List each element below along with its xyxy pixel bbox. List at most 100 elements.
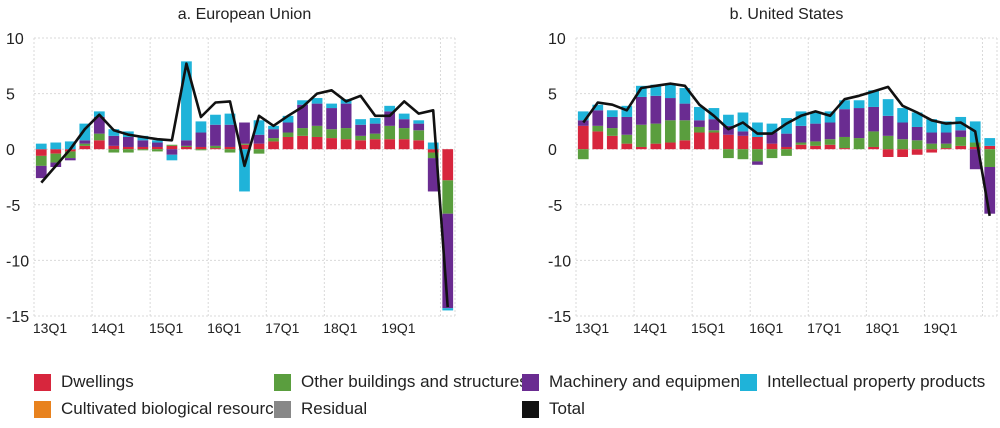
bar-segment: [882, 135, 894, 150]
bar-segment: [955, 136, 967, 146]
y-tick-label: -10: [548, 253, 571, 270]
bar-segment: [940, 121, 952, 133]
x-tick-label: 14Q1: [633, 320, 667, 336]
bar-segment: [79, 145, 91, 150]
y-tick-label: 5: [6, 87, 15, 104]
x-tick-label: 19Q1: [381, 320, 415, 336]
bar-segment: [795, 125, 807, 143]
bar-segment: [282, 136, 294, 150]
bar-segment: [577, 120, 589, 126]
bar-segment: [152, 149, 163, 152]
bar-segment: [166, 154, 178, 161]
y-tick-label: -10: [6, 253, 29, 270]
bar-segment: [606, 116, 618, 129]
bar-segment: [239, 144, 250, 150]
bar-segment: [35, 149, 47, 156]
bar-segment: [181, 140, 192, 146]
bar-segment: [93, 116, 105, 134]
bar-segment: [427, 152, 439, 159]
bar-segment: [79, 143, 91, 146]
y-tick-label: -15: [6, 309, 29, 326]
bar-segment: [137, 146, 149, 150]
bar-segment: [311, 98, 323, 104]
bar-segment: [108, 149, 120, 153]
bar-segment: [810, 123, 821, 142]
bar-segment: [108, 145, 120, 150]
bar-segment: [606, 128, 618, 136]
bar-segment: [282, 115, 294, 123]
legend-swatch-other-buildings: [274, 373, 291, 391]
bar-segment: [752, 161, 763, 165]
bar-segment: [297, 135, 308, 150]
x-tick-label: 18Q1: [865, 320, 899, 336]
x-tick-label: 18Q1: [323, 320, 357, 336]
bar-segment: [650, 143, 662, 150]
bar-segment: [824, 144, 836, 150]
bar-segment: [621, 143, 633, 150]
bar-segment: [940, 143, 952, 149]
bar-segment: [355, 140, 367, 150]
bar-segment: [868, 106, 879, 132]
legend-label-other-buildings: Other buildings and structures: [301, 372, 528, 391]
bar-segment: [297, 100, 308, 105]
bar-segment: [926, 132, 938, 144]
legend-swatch-dwellings: [34, 373, 51, 391]
bar-segment: [824, 139, 836, 145]
bar-segment: [911, 140, 923, 150]
bar-segment: [984, 138, 996, 146]
legend-swatch-ip-products: [740, 373, 757, 391]
bar-segment: [577, 149, 589, 160]
bar-segment: [795, 144, 807, 150]
bar-segment: [35, 143, 47, 150]
bar-segment: [268, 141, 279, 150]
y-tick-label: 0: [6, 142, 15, 159]
bar-segment: [79, 123, 91, 141]
bar-segment: [955, 145, 967, 150]
bar-segment: [940, 148, 952, 150]
bar-segment: [664, 98, 676, 121]
bar-segment: [606, 135, 618, 150]
bar-segment: [122, 149, 134, 153]
bar-segment: [694, 120, 705, 127]
bar-segment: [708, 130, 720, 133]
bar-segment: [137, 140, 149, 147]
x-tick-label: 16Q1: [749, 320, 783, 336]
bar-segment: [369, 133, 381, 140]
bars: [577, 83, 996, 214]
bar-segment: [752, 136, 763, 150]
legend-label-ip-products: Intellectual property products: [767, 372, 986, 391]
bar-segment: [664, 120, 676, 143]
bar-segment: [195, 149, 207, 151]
bar-segment: [664, 142, 676, 150]
bar-segment: [577, 111, 589, 121]
bar-segment: [297, 128, 308, 136]
bar-segment: [708, 132, 720, 150]
bar-segment: [650, 84, 662, 96]
bar-segment: [427, 149, 439, 153]
bar-segment: [694, 132, 705, 150]
bar-segment: [369, 139, 381, 150]
bar-segment: [384, 111, 396, 126]
bar-segment: [737, 131, 749, 136]
legend: Dwellings Other buildings and structures…: [34, 372, 994, 426]
y-tick-label: -15: [548, 309, 571, 326]
bar-segment: [781, 118, 792, 134]
bar-segment: [384, 105, 396, 112]
bar-segment: [340, 128, 352, 140]
total-line: [40, 62, 449, 308]
bar-segment: [679, 103, 691, 121]
bar-segment: [577, 125, 589, 150]
bar-segment: [93, 140, 105, 150]
bar-segment: [592, 110, 604, 126]
bar-segment: [427, 158, 439, 192]
bar-segment: [253, 120, 265, 135]
bar-segment: [897, 139, 909, 150]
bar-segment: [442, 308, 454, 311]
x-tick-label: 15Q1: [691, 320, 725, 336]
bar-segment: [79, 140, 91, 144]
legend-item-ip-products: Intellectual property products: [740, 372, 985, 392]
y-tick-label: 10: [6, 31, 24, 48]
bar-segment: [311, 103, 323, 126]
bar-segment: [650, 95, 662, 124]
